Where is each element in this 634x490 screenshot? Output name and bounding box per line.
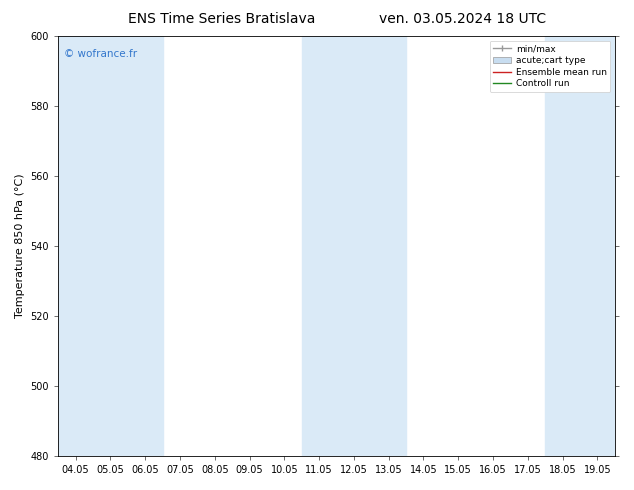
Y-axis label: Temperature 850 hPa (°C): Temperature 850 hPa (°C): [15, 174, 25, 318]
Text: ENS Time Series Bratislava: ENS Time Series Bratislava: [128, 12, 316, 26]
Text: ven. 03.05.2024 18 UTC: ven. 03.05.2024 18 UTC: [379, 12, 547, 26]
Bar: [302, 36, 406, 456]
Legend: min/max, acute;cart type, Ensemble mean run, Controll run: min/max, acute;cart type, Ensemble mean …: [489, 41, 611, 92]
Text: © wofrance.fr: © wofrance.fr: [64, 49, 137, 59]
Bar: [58, 36, 162, 456]
Bar: [545, 36, 615, 456]
